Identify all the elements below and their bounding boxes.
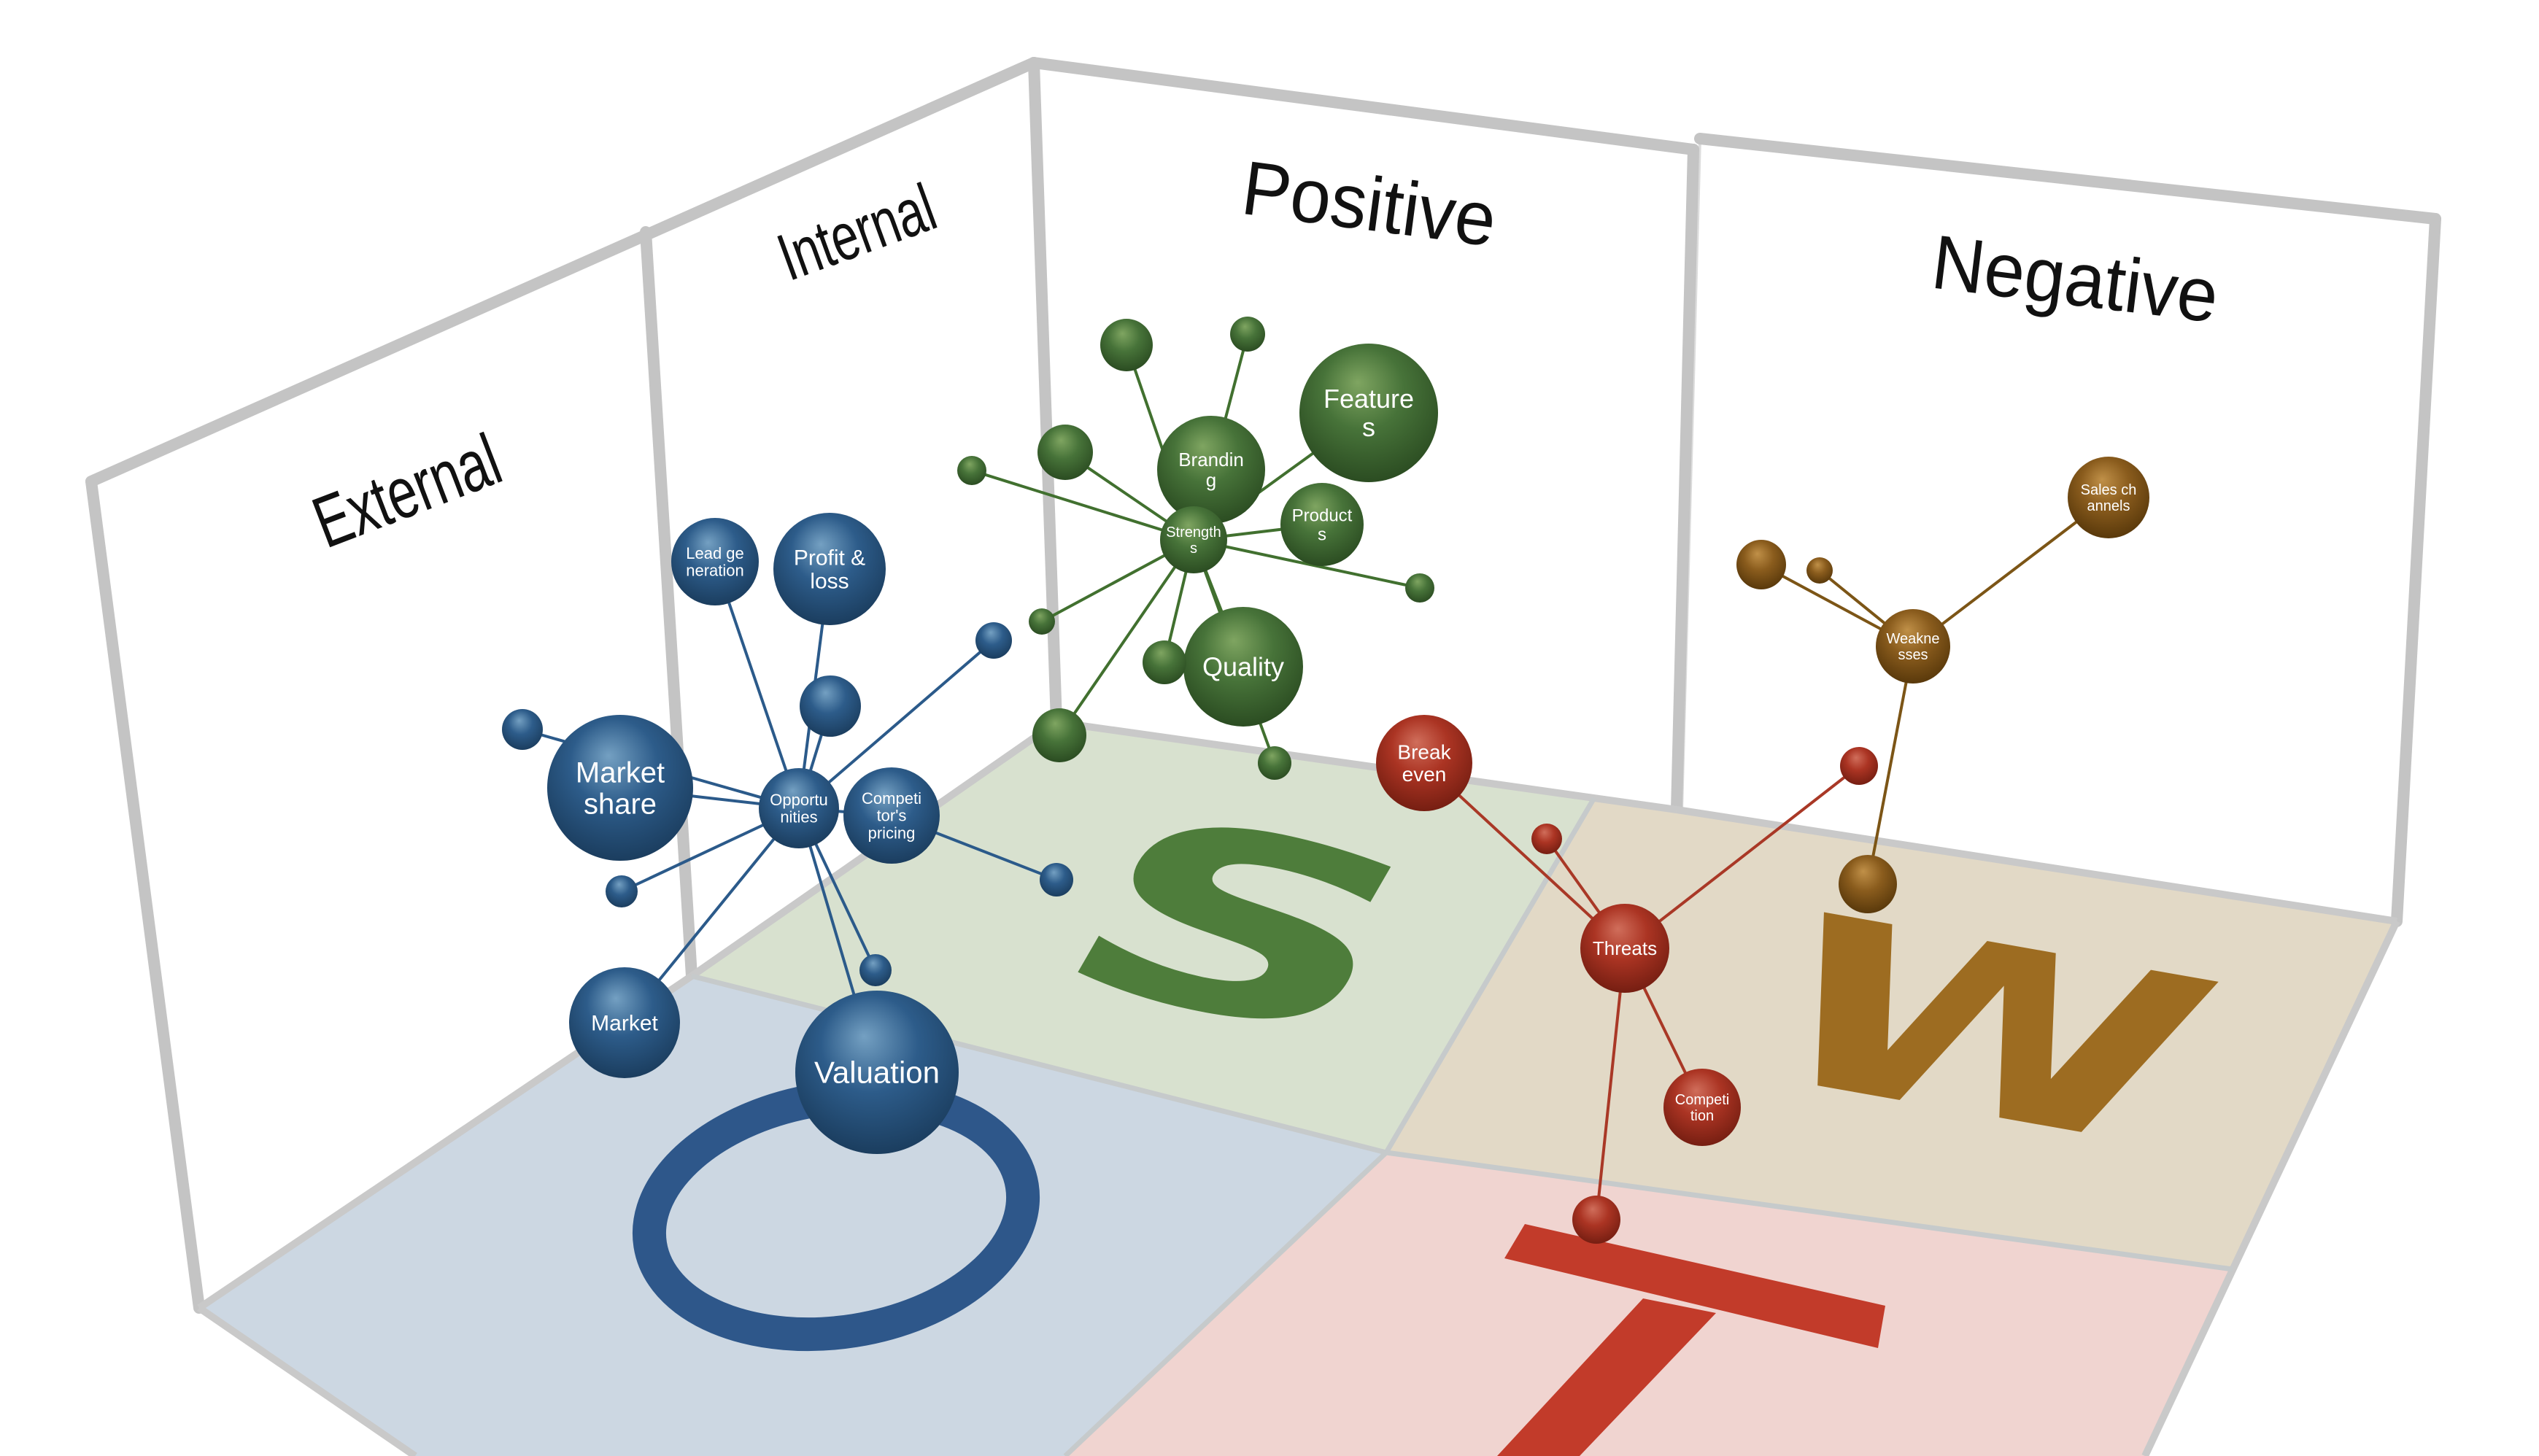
floor-letter-T [1497,1224,1885,1456]
wall-trim [1694,133,2441,225]
bubble-break-even[interactable] [1376,715,1472,811]
wall-trim [1028,57,1699,155]
bubble-quality[interactable] [1183,607,1303,727]
bubble-r2[interactable] [1840,747,1878,785]
edge-strengths-g7 [1193,538,1421,589]
bubble-valuation[interactable] [795,991,959,1154]
bubble-b2[interactable] [606,875,638,907]
edge-weaknesses-w3 [1866,646,1914,885]
floor-edge-trim [1676,806,2397,925]
floor-quadrant-opportunities [199,976,1386,1456]
bubble-weaknesses[interactable] [1876,609,1950,684]
wall-trim [1028,57,1062,728]
wall-trim [640,226,697,982]
bubble-g3[interactable] [1037,425,1093,480]
edge-strengths-g4 [971,469,1194,541]
bubble-g4[interactable] [957,456,986,485]
quadrant-divider [1063,1150,1388,1456]
bubble-features[interactable] [1299,344,1438,482]
bubble-lead-generation[interactable] [671,518,759,605]
bubble-g2[interactable] [1230,317,1265,352]
bubble-b1[interactable] [502,709,543,750]
bubble-products[interactable] [1280,483,1364,566]
bubble-r1[interactable] [1531,824,1562,854]
bubble-b6[interactable] [859,954,892,986]
floor-edge-trim [1056,719,1677,813]
quadrant-divider [691,973,1387,1155]
quadrant-divider [1386,1150,2233,1272]
bubble-strengths[interactable] [1160,506,1227,573]
wall-trim [2391,213,2441,927]
bubble-g7[interactable] [1405,573,1434,603]
bubble-g8[interactable] [1032,708,1086,762]
wall-trim [85,57,1040,487]
bubble-market[interactable] [569,967,680,1078]
bubble-branding[interactable] [1157,416,1265,524]
bubble-g9[interactable] [1258,746,1291,780]
bubble-opportunities[interactable] [759,768,839,848]
edge-weaknesses-sales-channels [1912,496,2110,648]
bubble-profit-loss[interactable] [773,513,886,625]
bubble-market-share[interactable] [547,715,693,861]
bubble-competition[interactable] [1663,1069,1741,1146]
bubble-w2[interactable] [1806,557,1833,584]
bubble-competitors-pricing[interactable] [843,767,940,864]
edge-strengths-g8 [1058,538,1195,737]
edge-threats-r2 [1623,764,1860,950]
bubble-b5[interactable] [1040,863,1073,897]
bubble-r3[interactable] [1572,1196,1620,1244]
wall-trim [85,476,205,1314]
edge-threats-r3 [1595,948,1626,1220]
floor-edge-trim [2141,919,2400,1456]
edge-opportunities-b4 [797,639,995,810]
bubble-w1[interactable] [1736,540,1786,589]
bubble-b3[interactable] [800,675,861,737]
bubble-threats[interactable] [1580,904,1669,993]
bubble-g6[interactable] [1143,640,1186,684]
bubble-g1[interactable] [1100,319,1153,371]
bubble-b4[interactable] [975,622,1012,659]
bubble-g5[interactable] [1029,608,1055,635]
wall-trim [1671,144,1699,816]
bubble-w3[interactable] [1839,855,1897,913]
floor-edge-trim [197,1304,417,1456]
bubble-sales-channels[interactable] [2068,457,2149,538]
